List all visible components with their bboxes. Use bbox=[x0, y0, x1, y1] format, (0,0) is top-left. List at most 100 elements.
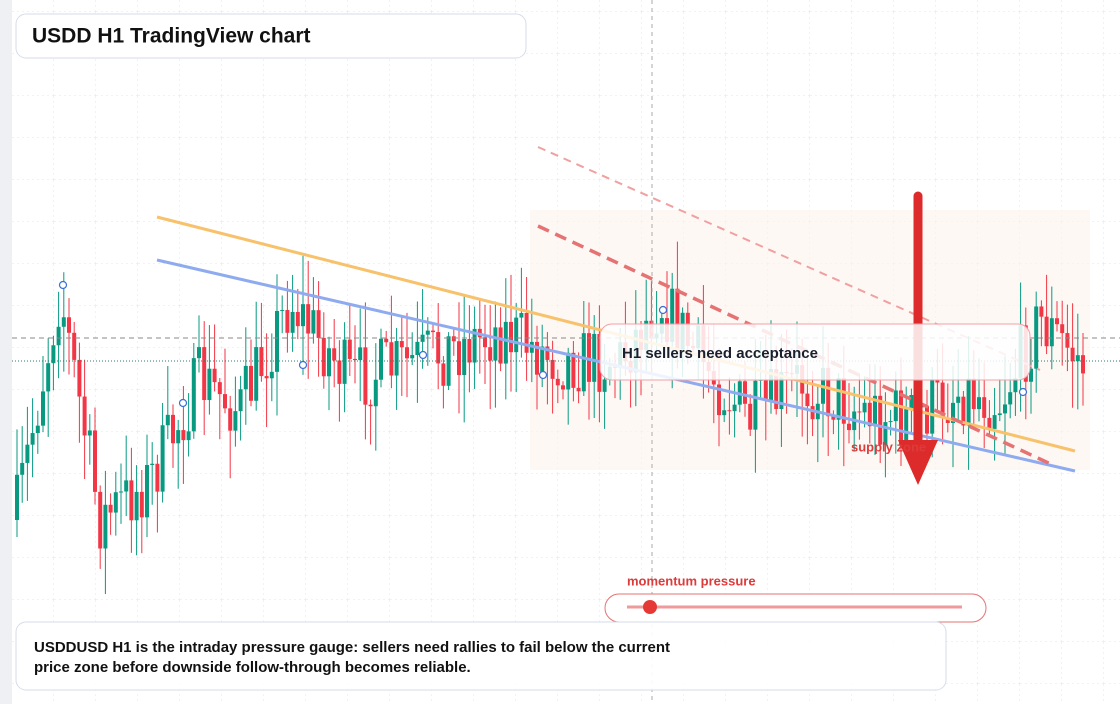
candle-body bbox=[394, 341, 399, 376]
candle-body bbox=[675, 288, 680, 352]
candle-body bbox=[956, 396, 961, 403]
candle-body bbox=[1029, 368, 1033, 382]
candle-body bbox=[441, 363, 446, 386]
candle-body bbox=[581, 333, 586, 392]
candle-body bbox=[1055, 318, 1059, 325]
candle-body bbox=[951, 402, 955, 424]
gauge-knob bbox=[643, 600, 657, 614]
candle-body bbox=[77, 359, 82, 397]
candle-body bbox=[108, 504, 113, 513]
gauge-label: momentum pressure bbox=[627, 573, 756, 588]
candle-body bbox=[1081, 355, 1085, 374]
candle-body bbox=[467, 339, 472, 363]
candle-body bbox=[399, 341, 404, 348]
candle-body bbox=[373, 379, 378, 407]
candle-body bbox=[1075, 355, 1080, 362]
candle-body bbox=[779, 371, 784, 410]
candle-body bbox=[119, 491, 123, 493]
candle-body bbox=[30, 433, 35, 445]
candle-body bbox=[160, 425, 165, 492]
candle-body bbox=[462, 339, 467, 376]
candle-body bbox=[181, 430, 186, 441]
candle-body bbox=[197, 347, 201, 359]
candle-body bbox=[925, 406, 929, 434]
candle-body bbox=[940, 382, 945, 419]
candle-body bbox=[576, 387, 581, 392]
candle-body bbox=[20, 462, 25, 475]
candle-body bbox=[165, 414, 170, 426]
candle-body bbox=[67, 317, 71, 333]
candle-body bbox=[103, 504, 108, 549]
candle-body bbox=[987, 417, 992, 429]
marker bbox=[178, 398, 188, 408]
candle-body bbox=[540, 346, 545, 375]
title-box bbox=[15, 13, 527, 59]
candle-body bbox=[514, 317, 519, 353]
candle-body bbox=[836, 377, 841, 420]
candle-body bbox=[722, 410, 727, 416]
caption-box bbox=[15, 621, 947, 691]
candle-body bbox=[259, 347, 264, 377]
candle-body bbox=[295, 311, 300, 327]
candle-body bbox=[1039, 306, 1044, 317]
candle-body bbox=[46, 363, 51, 392]
candle-body bbox=[732, 404, 737, 412]
candle-body bbox=[555, 378, 560, 386]
arrow-head bbox=[898, 440, 938, 485]
candle-body bbox=[535, 341, 539, 375]
candle-body bbox=[139, 491, 144, 518]
candle-body bbox=[873, 395, 877, 427]
zone-label: supply zone bbox=[851, 439, 926, 454]
annotation-box bbox=[599, 323, 1031, 381]
channel-line-upper bbox=[537, 146, 1041, 371]
candle-body bbox=[384, 338, 389, 343]
candle-body bbox=[207, 368, 212, 401]
candle-body bbox=[358, 347, 363, 361]
candle-body bbox=[56, 326, 61, 346]
candle-body bbox=[888, 421, 893, 423]
caption-line: price zone before downside follow-throug… bbox=[34, 659, 471, 676]
candle-body bbox=[670, 288, 675, 342]
candle-body bbox=[961, 396, 966, 426]
marker bbox=[538, 370, 548, 380]
candle-body bbox=[269, 371, 274, 379]
candle-body bbox=[254, 347, 259, 401]
candle-body bbox=[425, 330, 430, 335]
candle-body bbox=[363, 347, 368, 405]
candle-body bbox=[321, 337, 326, 377]
candle-body bbox=[347, 339, 352, 359]
candle-body bbox=[1070, 347, 1075, 362]
candle-body bbox=[909, 394, 914, 409]
candle-body bbox=[379, 338, 383, 380]
candle-body bbox=[867, 402, 872, 427]
candle-body bbox=[212, 368, 217, 383]
candle-body bbox=[1034, 306, 1039, 369]
candle-body bbox=[327, 348, 331, 377]
candle-body bbox=[831, 416, 836, 420]
candle-body bbox=[202, 347, 207, 401]
candle-body bbox=[1003, 404, 1007, 414]
candle-body bbox=[389, 342, 394, 376]
candle-body bbox=[405, 347, 409, 359]
candle-body bbox=[243, 365, 248, 390]
candle-body bbox=[290, 311, 295, 333]
candle-body bbox=[285, 310, 290, 333]
candle-body bbox=[602, 379, 607, 392]
candle-body bbox=[971, 378, 976, 410]
candle-body bbox=[436, 332, 441, 364]
candle-body bbox=[483, 337, 487, 348]
candle-body bbox=[41, 391, 45, 426]
candle-body bbox=[72, 332, 77, 360]
candle-body bbox=[509, 321, 513, 353]
candle-body bbox=[878, 395, 883, 445]
left-strip bbox=[0, 0, 12, 704]
candle-body bbox=[571, 352, 576, 388]
candle-body bbox=[342, 339, 347, 384]
candle-body bbox=[1008, 392, 1013, 405]
candle-body bbox=[899, 390, 903, 445]
candle-body bbox=[930, 380, 935, 434]
candle-body bbox=[129, 480, 134, 521]
candle-body bbox=[748, 403, 753, 430]
candle-body bbox=[727, 410, 732, 412]
